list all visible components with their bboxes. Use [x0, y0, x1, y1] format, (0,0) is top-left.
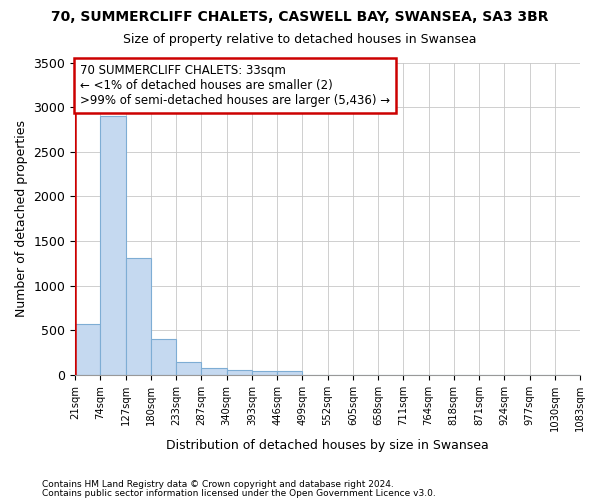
Bar [252, 371, 277, 375]
X-axis label: Distribution of detached houses by size in Swansea: Distribution of detached houses by size … [166, 440, 489, 452]
Bar [227, 370, 252, 375]
Bar [151, 339, 176, 375]
Text: 70, SUMMERCLIFF CHALETS, CASWELL BAY, SWANSEA, SA3 3BR: 70, SUMMERCLIFF CHALETS, CASWELL BAY, SW… [51, 10, 549, 24]
Y-axis label: Number of detached properties: Number of detached properties [15, 120, 28, 318]
Bar [75, 324, 100, 375]
Text: Contains HM Land Registry data © Crown copyright and database right 2024.: Contains HM Land Registry data © Crown c… [42, 480, 394, 489]
Text: Size of property relative to detached houses in Swansea: Size of property relative to detached ho… [123, 32, 477, 46]
Bar [100, 116, 125, 375]
Bar [176, 362, 202, 375]
Bar [125, 258, 151, 375]
Text: Contains public sector information licensed under the Open Government Licence v3: Contains public sector information licen… [42, 489, 436, 498]
Bar [202, 368, 227, 375]
Text: 70 SUMMERCLIFF CHALETS: 33sqm
← <1% of detached houses are smaller (2)
>99% of s: 70 SUMMERCLIFF CHALETS: 33sqm ← <1% of d… [80, 64, 391, 107]
Bar [277, 372, 302, 375]
